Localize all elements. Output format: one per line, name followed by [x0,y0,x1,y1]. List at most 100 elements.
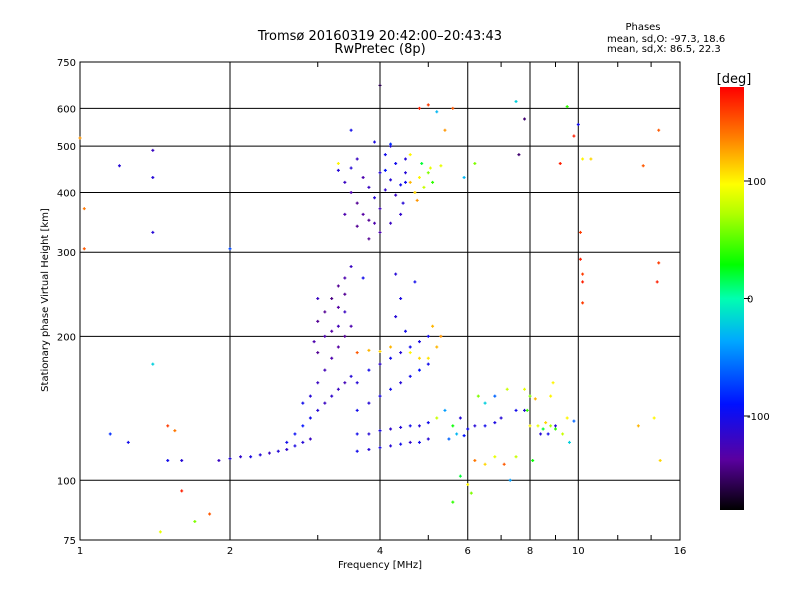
data-point [383,168,387,172]
data-point [505,387,509,391]
data-point [82,247,86,251]
data-point [514,408,518,412]
data-point [451,500,455,504]
data-point [401,201,405,205]
data-point [349,324,353,328]
data-point [373,196,377,200]
data-point [462,434,466,438]
data-point [373,140,377,144]
x-tick-label: 10 [572,546,585,557]
data-point [394,272,398,276]
data-point [499,416,503,420]
data-point [158,530,162,534]
data-point [323,401,327,405]
data-point [367,401,371,405]
data-point [399,442,403,446]
data-point [378,446,382,450]
data-point [435,345,439,349]
data-point [565,416,569,420]
data-point [349,166,353,170]
data-point [572,134,576,138]
data-point [166,424,170,428]
data-point [528,424,532,428]
data-point [553,424,557,428]
y-tick-label: 300 [57,248,76,259]
data-point [435,416,439,420]
data-point [293,444,297,448]
data-point [367,432,371,436]
chart-title: Tromsø 20160319 20:42:00–20:43:43 [257,29,502,44]
data-point [576,123,580,127]
data-point [469,491,473,495]
data-point [336,161,340,165]
data-point [180,458,184,462]
data-point [323,310,327,314]
data-point [458,416,462,420]
data-point [426,356,430,360]
data-point [657,261,661,265]
data-point [426,171,430,175]
data-point [389,387,393,391]
data-point [408,345,412,349]
data-point [349,374,353,378]
x-axis-label: Frequency [MHz] [338,560,422,571]
data-point [533,397,537,401]
phase-stats-x: mean, sd,X: 86.5, 22.3 [607,44,721,55]
phase-stats-title: Phases [625,22,660,33]
data-point [228,247,232,251]
data-point [502,462,506,466]
data-point [458,474,462,478]
data-point [426,334,430,338]
data-point [378,83,382,87]
data-point [151,362,155,366]
data-point [336,324,340,328]
data-point [276,449,280,453]
data-point [581,301,585,305]
data-point [336,168,340,172]
data-point [389,221,393,225]
x-tick-label: 16 [674,546,687,557]
data-point [378,207,382,211]
data-point [546,432,550,436]
data-point [399,183,403,187]
data-point [373,221,377,225]
data-point [451,424,455,428]
data-point [378,171,382,175]
data-point [343,334,347,338]
data-point [523,408,527,412]
data-point [473,161,477,165]
data-point [493,455,497,459]
data-point [312,340,316,344]
colorbar-ticks: 100 0 -100 [744,177,770,423]
data-point [413,190,417,194]
data-point [435,110,439,114]
data-point [316,381,320,385]
data-point [389,427,393,431]
data-point [476,394,480,398]
data-point [431,324,435,328]
data-point [558,161,562,165]
data-point [367,237,371,241]
data-point [151,230,155,234]
data-point [551,381,555,385]
data-point [228,457,232,461]
data-point [399,212,403,216]
data-point [514,455,518,459]
data-point [466,482,470,486]
data-point [343,381,347,385]
data-point [108,432,112,436]
data-point [367,218,371,222]
data-point [549,424,553,428]
data-point [525,408,529,412]
data-point [239,455,243,459]
data-point [483,462,487,466]
data-point [658,458,662,462]
data-point [336,305,340,309]
colorbar-label: [deg] [717,72,752,87]
data-point [285,447,289,451]
data-point [572,419,576,423]
data-point [378,230,382,234]
data-point [208,512,212,516]
data-point [316,319,320,323]
